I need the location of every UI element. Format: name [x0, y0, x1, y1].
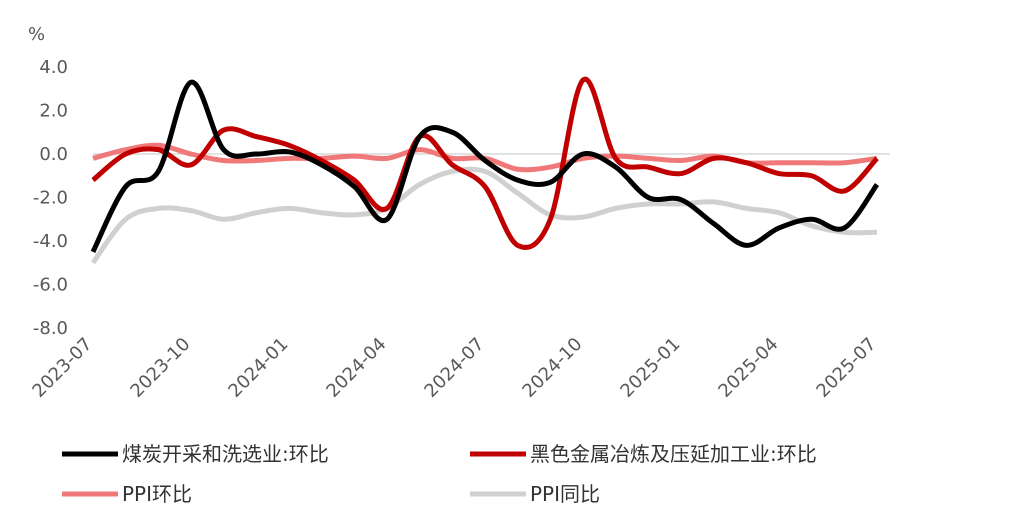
x-tick-label: 2023-07 [28, 334, 96, 402]
legend-label: PPI同比 [530, 482, 600, 506]
x-tick-label: 2025-07 [812, 334, 880, 402]
legend-label: 黑色金属冶炼及压延加工业:环比 [530, 442, 817, 466]
legend-label: 煤炭开采和洗选业:环比 [122, 442, 329, 466]
y-tick-label: -2.0 [33, 188, 68, 209]
series-line [91, 76, 879, 250]
x-tick-label: 2023-10 [126, 334, 194, 402]
y-axis-label: % [28, 24, 45, 45]
y-tick-label: 0.0 [39, 144, 68, 165]
x-tick-label: 2025-04 [714, 334, 782, 402]
series-line [90, 166, 878, 265]
y-tick-label: -8.0 [33, 318, 68, 339]
x-tick-label: 2024-10 [518, 334, 586, 402]
y-tick-label: 4.0 [39, 57, 68, 78]
x-tick-label: 2024-01 [224, 334, 292, 402]
y-tick-label: -4.0 [33, 231, 68, 252]
x-tick-label: 2024-07 [420, 334, 488, 402]
y-tick-label: -6.0 [33, 275, 68, 296]
x-tick-label: 2025-01 [616, 334, 684, 402]
y-tick-label: 2.0 [39, 101, 68, 122]
x-tick-label: 2024-04 [322, 334, 390, 402]
series-line [90, 79, 880, 253]
legend-label: PPI环比 [122, 482, 192, 506]
